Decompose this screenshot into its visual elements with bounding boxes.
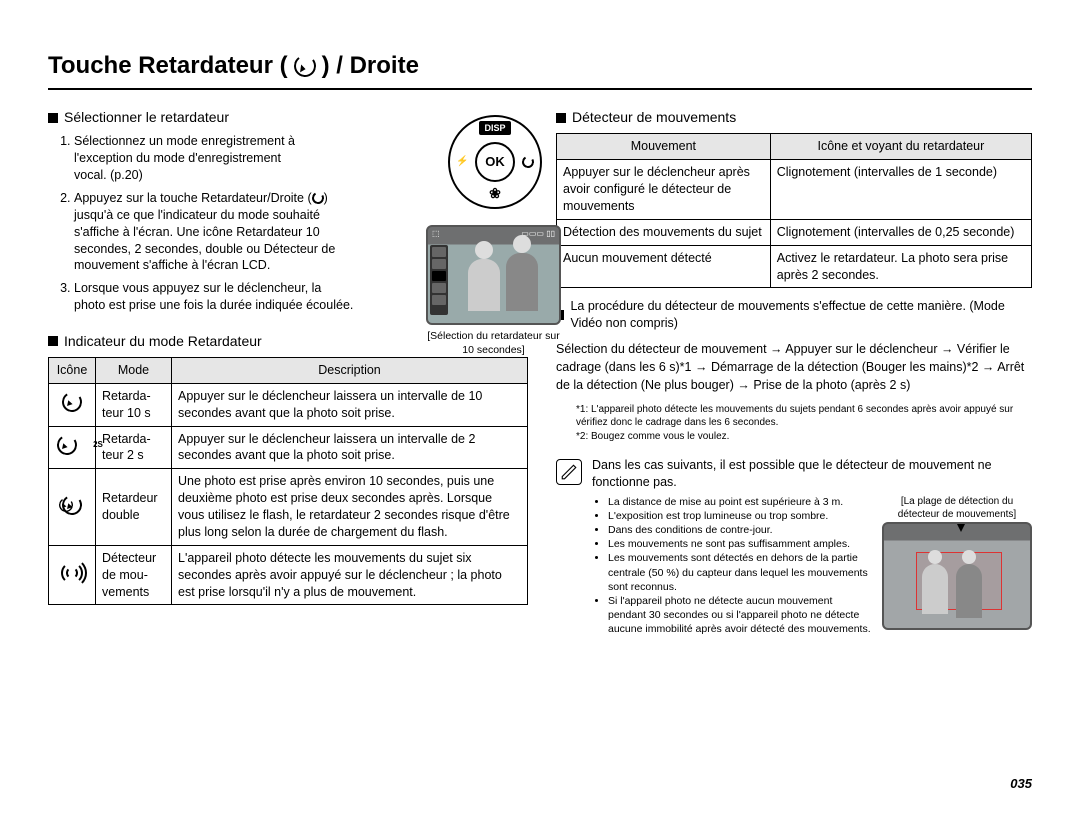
list-item: L'exposition est trop lumineuse ou trop … — [608, 509, 872, 523]
control-wheel-figure: DISP ⚡ ❀ OK — [440, 115, 550, 209]
procedure-intro: La procédure du détecteur de mouvements … — [556, 298, 1032, 332]
table-row: 2S Retarda-teur 2 s Appuyer sur le décle… — [49, 426, 528, 469]
th-mode: Mode — [96, 357, 172, 383]
th-indicator: Icône et voyant du retardateur — [770, 134, 1031, 160]
table-row: Retardeur double Une photo est prise apr… — [49, 469, 528, 546]
motion-heading: Détecteur de mouvements — [556, 108, 1032, 127]
list-item: Si l'appareil photo ne détecte aucun mou… — [608, 594, 872, 637]
disp-label: DISP — [479, 121, 510, 135]
footnotes: *1: L'appareil photo détecte les mouveme… — [556, 403, 1032, 444]
timer-icon — [521, 155, 536, 170]
table-row: Aucun mouvement détecté Activez le retar… — [557, 245, 1032, 288]
note-intro: Dans les cas suivants, il est possible q… — [592, 457, 1032, 491]
detection-range-figure: [La plage de détection du détecteur de m… — [882, 491, 1032, 637]
step-1: Sélectionnez un mode enregistrement à l'… — [74, 133, 304, 184]
footnote-1: *1: L'appareil photo détecte les mouveme… — [576, 403, 1032, 430]
page-title: Touche Retardateur ( ) / Droite — [48, 50, 1032, 90]
title-suffix: ) / Droite — [322, 50, 419, 82]
page-number: 035 — [1010, 775, 1032, 793]
table-row: Retarda-teur 10 s Appuyer sur le déclenc… — [49, 383, 528, 426]
step-2: Appuyez sur la touche Retardateur/Droite… — [74, 190, 354, 274]
note-bullets: La distance de mise au point est supérie… — [592, 495, 872, 637]
list-item: Dans des conditions de contre-jour. — [608, 523, 872, 537]
table-row: Détecteur de mou-vements L'appareil phot… — [49, 545, 528, 605]
list-item: Les mouvements ne sont pas suffisamment … — [608, 537, 872, 551]
list-item: Les mouvements sont détectés en dehors d… — [608, 551, 872, 594]
title-prefix: Touche Retardateur ( — [48, 50, 288, 82]
timer-10s-icon — [60, 390, 84, 414]
th-movement: Mouvement — [557, 134, 771, 160]
step-3: Lorsque vous appuyez sur le déclencheur,… — [74, 280, 354, 314]
timer-double-icon — [62, 495, 82, 520]
timer-2s-icon — [55, 433, 79, 457]
lcd-preview: ⬚▭▭▭ ▯▯ [Sélection du retardateur sur 10… — [426, 225, 561, 357]
list-item: La distance de mise au point est supérie… — [608, 495, 872, 509]
bullet-square-icon — [556, 113, 566, 123]
motion-table: Mouvement Icône et voyant du retardateur… — [556, 133, 1032, 288]
motion-detect-icon — [55, 561, 89, 585]
bullet-square-icon — [48, 336, 58, 346]
procedure-flow: Sélection du détecteur de mouvement → Ap… — [556, 340, 1032, 394]
timer-icon — [292, 54, 317, 79]
th-desc: Description — [172, 357, 528, 383]
timer-icon — [310, 191, 325, 206]
ok-button-label: OK — [475, 142, 515, 182]
preview-caption: [Sélection du retardateur sur 10 seconde… — [426, 329, 561, 357]
bullet-square-icon — [48, 113, 58, 123]
table-row: Appuyer sur le déclencheur après avoir c… — [557, 160, 1032, 220]
th-icon: Icône — [49, 357, 96, 383]
table-row: Détection des mouvements du sujet Cligno… — [557, 219, 1032, 245]
flower-icon: ❀ — [489, 184, 501, 203]
mini-caption: [La plage de détection du détecteur de m… — [882, 495, 1032, 522]
flash-icon: ⚡ — [456, 155, 468, 169]
indicator-table: Icône Mode Description Retarda-teur 10 s… — [48, 357, 528, 606]
note-icon — [556, 459, 582, 485]
footnote-2: *2: Bougez comme vous le voulez. — [576, 430, 1032, 444]
